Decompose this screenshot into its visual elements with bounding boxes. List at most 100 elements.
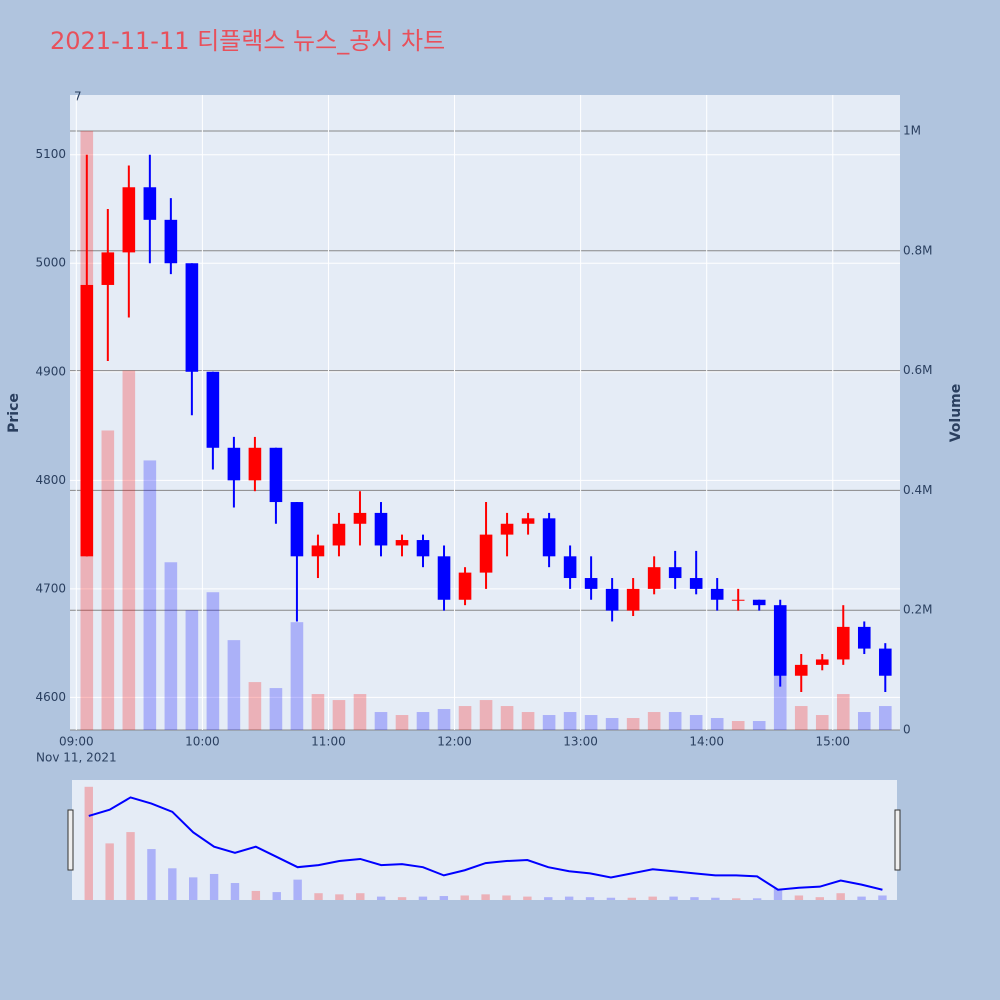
candle-body [437,556,451,600]
volume-bar [248,682,262,730]
volume-bar [773,888,783,900]
volume-bar [648,896,657,900]
candle-body [143,187,157,220]
y-tick-label: 4700 [35,581,66,595]
candle-body [668,567,682,579]
x-tick-label: 10:00 [185,735,220,749]
candle-body [794,664,808,676]
candle-body [164,219,178,264]
volume-bar [500,706,514,730]
volume-bar [815,897,824,900]
volume-bar [479,700,493,730]
candle-body [521,518,535,524]
volume-bar [311,694,325,730]
candle-body [227,447,241,481]
volume-bar [189,877,198,900]
candle-body [542,518,556,557]
volume-bar [227,640,241,730]
volume-bar [521,712,535,730]
volume-bar [878,895,887,900]
candle-body [185,263,199,372]
y-tick-label: 4900 [35,364,66,378]
volume-bar [563,712,577,730]
candle-body [836,626,850,660]
x-tick-label: 15:00 [815,735,850,749]
candle-body [311,545,325,557]
volume-bar [460,895,469,900]
chart-title: 2021-11-11 티플랙스 뉴스_공시 차트 [50,27,445,55]
volume-bar [147,849,156,900]
volume-bar [269,688,283,730]
volume-bar [668,712,682,730]
volume-bar [101,430,115,730]
volume-bar [122,370,136,730]
volume-bar [395,715,409,730]
volume-bar [502,895,511,900]
volume-bar [773,670,787,730]
volume-bar [332,700,346,730]
candle-body [563,556,577,579]
volume-bar [605,718,619,730]
volume-bar [690,897,699,900]
candle-body [458,572,472,600]
candle-body [353,512,367,524]
volume-bar [314,893,323,900]
candle-body [101,252,115,285]
candle-body [773,605,787,676]
candle-body [752,599,766,606]
volume-bar [627,897,637,900]
volume-bar [416,712,430,730]
x-tick-label: 13:00 [563,735,598,749]
volume-bar [272,892,281,900]
volume-bar [290,622,304,730]
candle-body [290,502,304,557]
volume-bar [397,897,407,900]
volume-bar [836,694,850,730]
volume-bar [752,898,762,900]
candle-body [647,567,661,589]
range-handle[interactable] [894,809,901,871]
volume-bar [251,890,261,900]
volume-bar [626,718,640,730]
volume-bar [376,896,386,900]
y-axis-title: Price [6,393,22,433]
x-tick-label: 14:00 [689,735,724,749]
volume-bar [439,896,449,900]
volume-bar [164,562,178,730]
range-slider[interactable] [72,780,897,900]
candle-body [479,534,493,573]
y-tick-label: 5100 [35,147,66,161]
volume-bar [185,610,199,730]
volume-bar [209,873,219,900]
volume-bar [752,721,766,730]
volume-bar [458,706,472,730]
candle-body [206,371,220,448]
candle-body [878,648,892,676]
candle-body [857,626,871,649]
candle-body [416,540,430,557]
volume-bar [84,786,93,900]
volume-bar [230,883,240,900]
y2-tick-label: 0 [903,723,911,737]
volume-bar [606,897,616,900]
x-tick-label: 11:00 [311,735,346,749]
y-tick-label: 4800 [35,473,66,487]
y2-axis-title: Volume [948,384,964,443]
volume-bar [836,893,845,900]
range-handle[interactable] [67,809,74,871]
volume-bar [732,898,741,900]
x-tick-label: 09:00 [59,735,94,749]
volume-bar [105,843,114,900]
y2-tick-label: 0.4M [903,483,932,497]
volume-bar [168,868,177,900]
volume-bar [126,832,135,900]
annotation: 7 [74,90,82,104]
volume-bar [584,715,598,730]
candle-body [374,512,388,546]
candle-body [80,284,94,557]
volume-bar [564,896,574,900]
candle-body [248,447,262,481]
x-tick-label: 12:00 [437,735,472,749]
volume-bar [669,896,678,900]
candle-body [689,578,703,589]
